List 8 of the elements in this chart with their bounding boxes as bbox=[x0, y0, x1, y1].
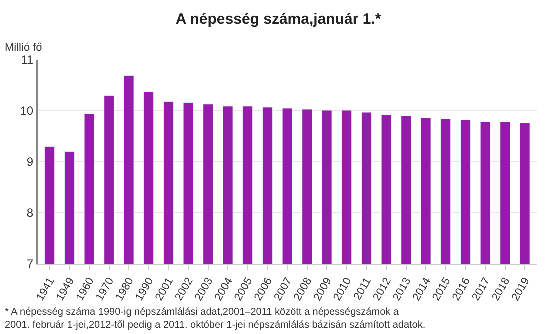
y-tick-label: 9 bbox=[26, 155, 34, 170]
y-tick-label: 10 bbox=[20, 104, 34, 118]
y-axis-title: Millió fő bbox=[5, 42, 42, 54]
y-tick-label: 8 bbox=[26, 206, 34, 220]
y-tick-label: 7 bbox=[26, 257, 34, 272]
text: * A népesség száma 1990-ig népszámlálási adat,2001–2011 között a népességszámok a 2001. február 1-jei,2012-től pedig a 2011. október 1-jei népszámlálás bázisán számított adatok. bbox=[5, 307, 426, 331]
chart-title: A népesség száma,január 1.* bbox=[176, 10, 382, 28]
y-tick-label: 11 bbox=[21, 53, 34, 68]
